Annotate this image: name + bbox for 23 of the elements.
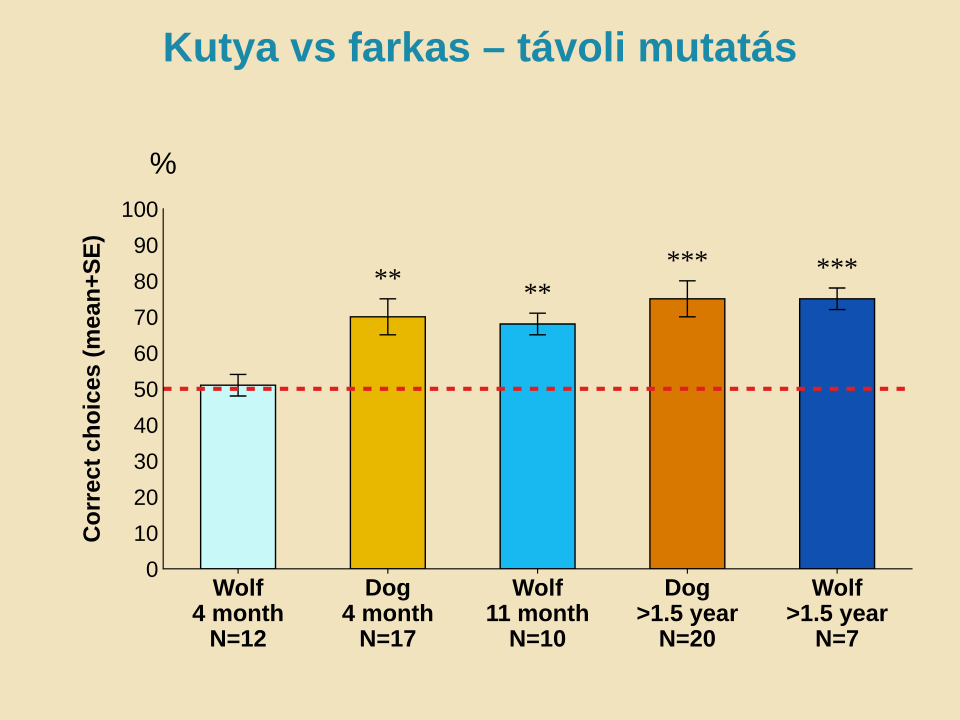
y-tick-label: 100 — [122, 201, 158, 218]
y-tick-label: 60 — [134, 345, 158, 362]
annotation: *** — [668, 251, 707, 262]
y-tick-label: 90 — [134, 237, 158, 254]
x-tick-label: Dog 4 month N=17 — [342, 579, 432, 646]
x-tick-label: Wolf 4 month N=12 — [192, 578, 283, 646]
y-tick-label: 40 — [134, 417, 158, 434]
x-tick-label: Wolf >1.5 year N=7 — [787, 578, 888, 646]
y-axis-title: Correct choices (mean+SE) — [82, 236, 105, 542]
y-tick-label: 10 — [135, 525, 158, 542]
x-tick-label: Dog >1.5 year N=20 — [637, 579, 738, 647]
y-tick-label: 80 — [134, 273, 158, 290]
annotation: ** — [525, 284, 550, 294]
y-tick-label: 50 — [134, 381, 158, 398]
x-tick-label: Wolf 11 month N=10 — [487, 578, 588, 647]
chart-title: Kutya vs farkas – távoli mutatás — [166, 30, 796, 70]
annotation: ** — [375, 269, 400, 280]
y-tick-label: 30 — [134, 453, 158, 470]
y-tick-label: 0 — [146, 561, 158, 578]
text: % — [150, 152, 176, 174]
annotation: *** — [818, 258, 857, 269]
y-tick-label: 70 — [134, 309, 158, 326]
y-tick-label: 20 — [134, 489, 158, 506]
